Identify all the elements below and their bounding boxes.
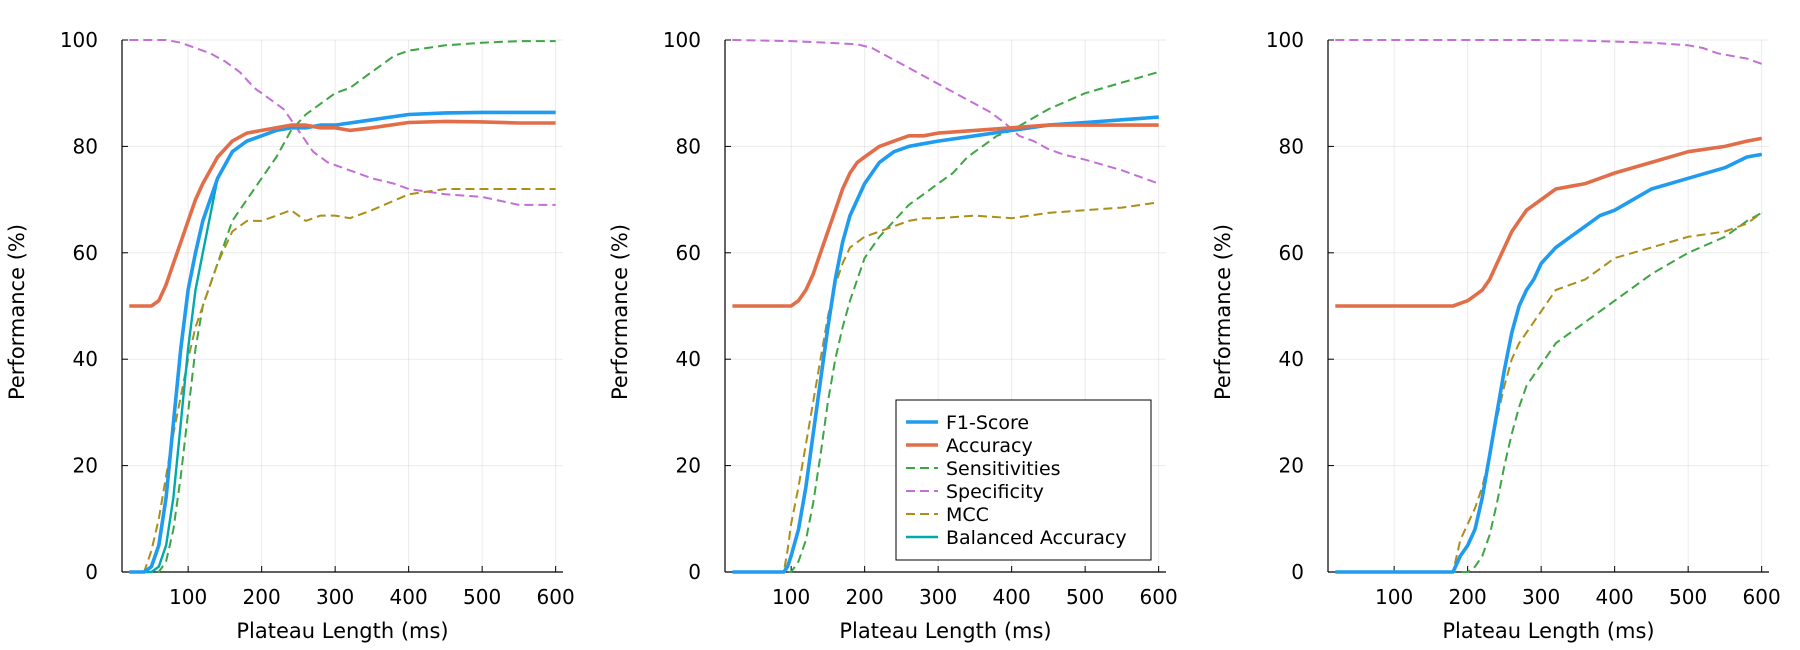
legend-label-f1-score: F1-Score (946, 412, 1029, 434)
x-tick-label: 600 (1743, 585, 1781, 609)
x-tick-label: 100 (772, 585, 810, 609)
chart-panel-3: 100 200 300 400 500 600 0 20 40 60 80 100 Plateau Le… (1211, 28, 1781, 643)
y-tick-label: 20 (73, 454, 98, 478)
x-tick-label: 500 (1669, 585, 1707, 609)
x-tick-label: 400 (390, 585, 428, 609)
y-tick-label: 60 (1279, 241, 1304, 265)
series-line-accuracy (732, 123, 1159, 308)
legend-label-sensitivities: Sensitivities (946, 458, 1061, 480)
x-tick-label: 500 (463, 585, 501, 609)
legend-label-balanced-accuracy: Balanced Accuracy (946, 527, 1127, 549)
y-tick-label: 0 (688, 560, 701, 584)
series-line-f1-score (732, 115, 1159, 574)
y-tick-label: 0 (85, 560, 98, 584)
y-tick-label: 60 (73, 241, 98, 265)
x-axis-title: Plateau Length (ms) (1442, 619, 1654, 643)
x-tick-label: 200 (243, 585, 281, 609)
y-tick-label: 80 (1279, 134, 1304, 158)
legend: F1-ScoreAccuracySensitivitiesSpecificity… (895, 399, 1152, 561)
y-tick-label: 40 (1279, 347, 1304, 371)
x-tick-label: 100 (1375, 585, 1413, 609)
x-tick-label: 300 (316, 585, 354, 609)
x-tick-label: 500 (1066, 585, 1104, 609)
y-axis-title: Performance (%) (608, 224, 632, 400)
legend-label-specificity: Specificity (946, 481, 1044, 503)
x-tick-label: 300 (919, 585, 957, 609)
y-tick-label: 100 (1266, 28, 1304, 52)
series-line-specificity (732, 39, 1160, 185)
series-line-balanced-accuracy (129, 111, 556, 574)
series-line-mcc (1335, 212, 1763, 573)
x-axis-title: Plateau Length (ms) (839, 619, 1051, 643)
y-tick-label: 60 (676, 241, 701, 265)
y-tick-label: 80 (73, 134, 98, 158)
series-line-mcc (129, 188, 556, 573)
x-tick-label: 100 (169, 585, 207, 609)
y-tick-label: 100 (60, 28, 98, 52)
x-tick-label: 200 (846, 585, 884, 609)
series-line-sensitivities (1335, 212, 1763, 573)
x-tick-label: 200 (1449, 585, 1487, 609)
x-axis-title: Plateau Length (ms) (236, 619, 448, 643)
chart-panel-2: 100 200 300 400 500 600 0 20 40 60 80 100 Plateau Le… (608, 28, 1178, 643)
x-tick-label: 400 (1596, 585, 1634, 609)
legend-box (895, 399, 1152, 561)
legend-label-accuracy: Accuracy (946, 435, 1033, 457)
x-tick-label: 400 (993, 585, 1031, 609)
y-tick-label: 20 (676, 454, 701, 478)
y-tick-label: 80 (676, 134, 701, 158)
series-line-f1-score (129, 110, 556, 574)
series-line-sensitivities (129, 40, 556, 573)
legend-label-mcc: MCC (946, 504, 989, 526)
x-tick-label: 300 (1522, 585, 1560, 609)
y-tick-label: 100 (663, 28, 701, 52)
y-tick-label: 40 (73, 347, 98, 371)
y-axis-title: Performance (%) (5, 224, 29, 400)
series-line-accuracy (1335, 136, 1763, 308)
series-line-f1-score (1335, 152, 1763, 574)
series-line-specificity (129, 39, 556, 206)
y-axis-title: Performance (%) (1211, 224, 1235, 400)
series-line-balanced-accuracy (1335, 153, 1762, 574)
y-tick-label: 20 (1279, 454, 1304, 478)
y-tick-label: 40 (676, 347, 701, 371)
x-tick-label: 600 (537, 585, 575, 609)
series-line-mcc (732, 201, 1159, 573)
series-line-specificity (1335, 39, 1763, 65)
series-line-accuracy (129, 119, 556, 308)
y-tick-label: 0 (1291, 560, 1304, 584)
chart-panel-1: 100 200 300 400 500 600 0 20 40 60 80 100 Plateau Le… (5, 28, 575, 643)
x-tick-label: 600 (1140, 585, 1178, 609)
